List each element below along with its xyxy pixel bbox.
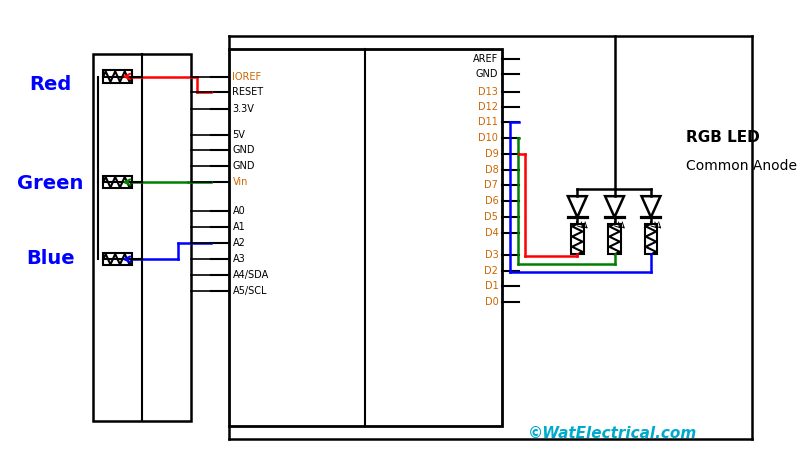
Text: D1: D1: [484, 282, 498, 292]
Text: Blue: Blue: [26, 249, 75, 268]
Bar: [644, 224, 656, 255]
Text: Common Anode: Common Anode: [685, 159, 796, 173]
Text: A2: A2: [232, 238, 245, 248]
Text: D10: D10: [478, 133, 498, 143]
Text: D12: D12: [478, 102, 498, 112]
Text: AREF: AREF: [473, 54, 498, 64]
Text: IOREF: IOREF: [232, 72, 261, 82]
Text: 5V: 5V: [232, 130, 245, 140]
Text: D4: D4: [484, 228, 498, 238]
Text: Red: Red: [29, 75, 71, 94]
Text: D11: D11: [478, 117, 498, 127]
Bar: [103, 253, 131, 266]
Bar: [103, 176, 131, 189]
Text: D6: D6: [484, 196, 498, 206]
Text: A4/SDA: A4/SDA: [232, 270, 268, 280]
Text: Vin: Vin: [232, 177, 247, 187]
Text: 3.3V: 3.3V: [232, 104, 254, 114]
Text: A5/SCL: A5/SCL: [232, 286, 267, 296]
Text: ©WatElectrical.com: ©WatElectrical.com: [527, 426, 696, 441]
Text: D3: D3: [484, 250, 498, 260]
Bar: [93, 54, 191, 421]
Text: A1: A1: [232, 222, 245, 232]
Text: D13: D13: [478, 86, 498, 96]
Text: A3: A3: [232, 254, 245, 264]
Text: D0: D0: [484, 297, 498, 307]
Bar: [229, 49, 501, 426]
Text: D2: D2: [484, 266, 498, 276]
Bar: [570, 224, 583, 255]
Text: GND: GND: [232, 145, 255, 155]
Text: D5: D5: [484, 212, 498, 222]
Text: D8: D8: [484, 164, 498, 174]
Text: A0: A0: [232, 206, 245, 216]
Text: D7: D7: [484, 180, 498, 190]
Bar: [607, 224, 620, 255]
Text: D9: D9: [484, 149, 498, 159]
Text: RESET: RESET: [232, 87, 264, 97]
Text: Green: Green: [17, 174, 84, 193]
Text: RGB LED: RGB LED: [685, 130, 758, 145]
Bar: [103, 70, 131, 83]
Text: GND: GND: [475, 69, 498, 79]
Text: GND: GND: [232, 161, 255, 171]
